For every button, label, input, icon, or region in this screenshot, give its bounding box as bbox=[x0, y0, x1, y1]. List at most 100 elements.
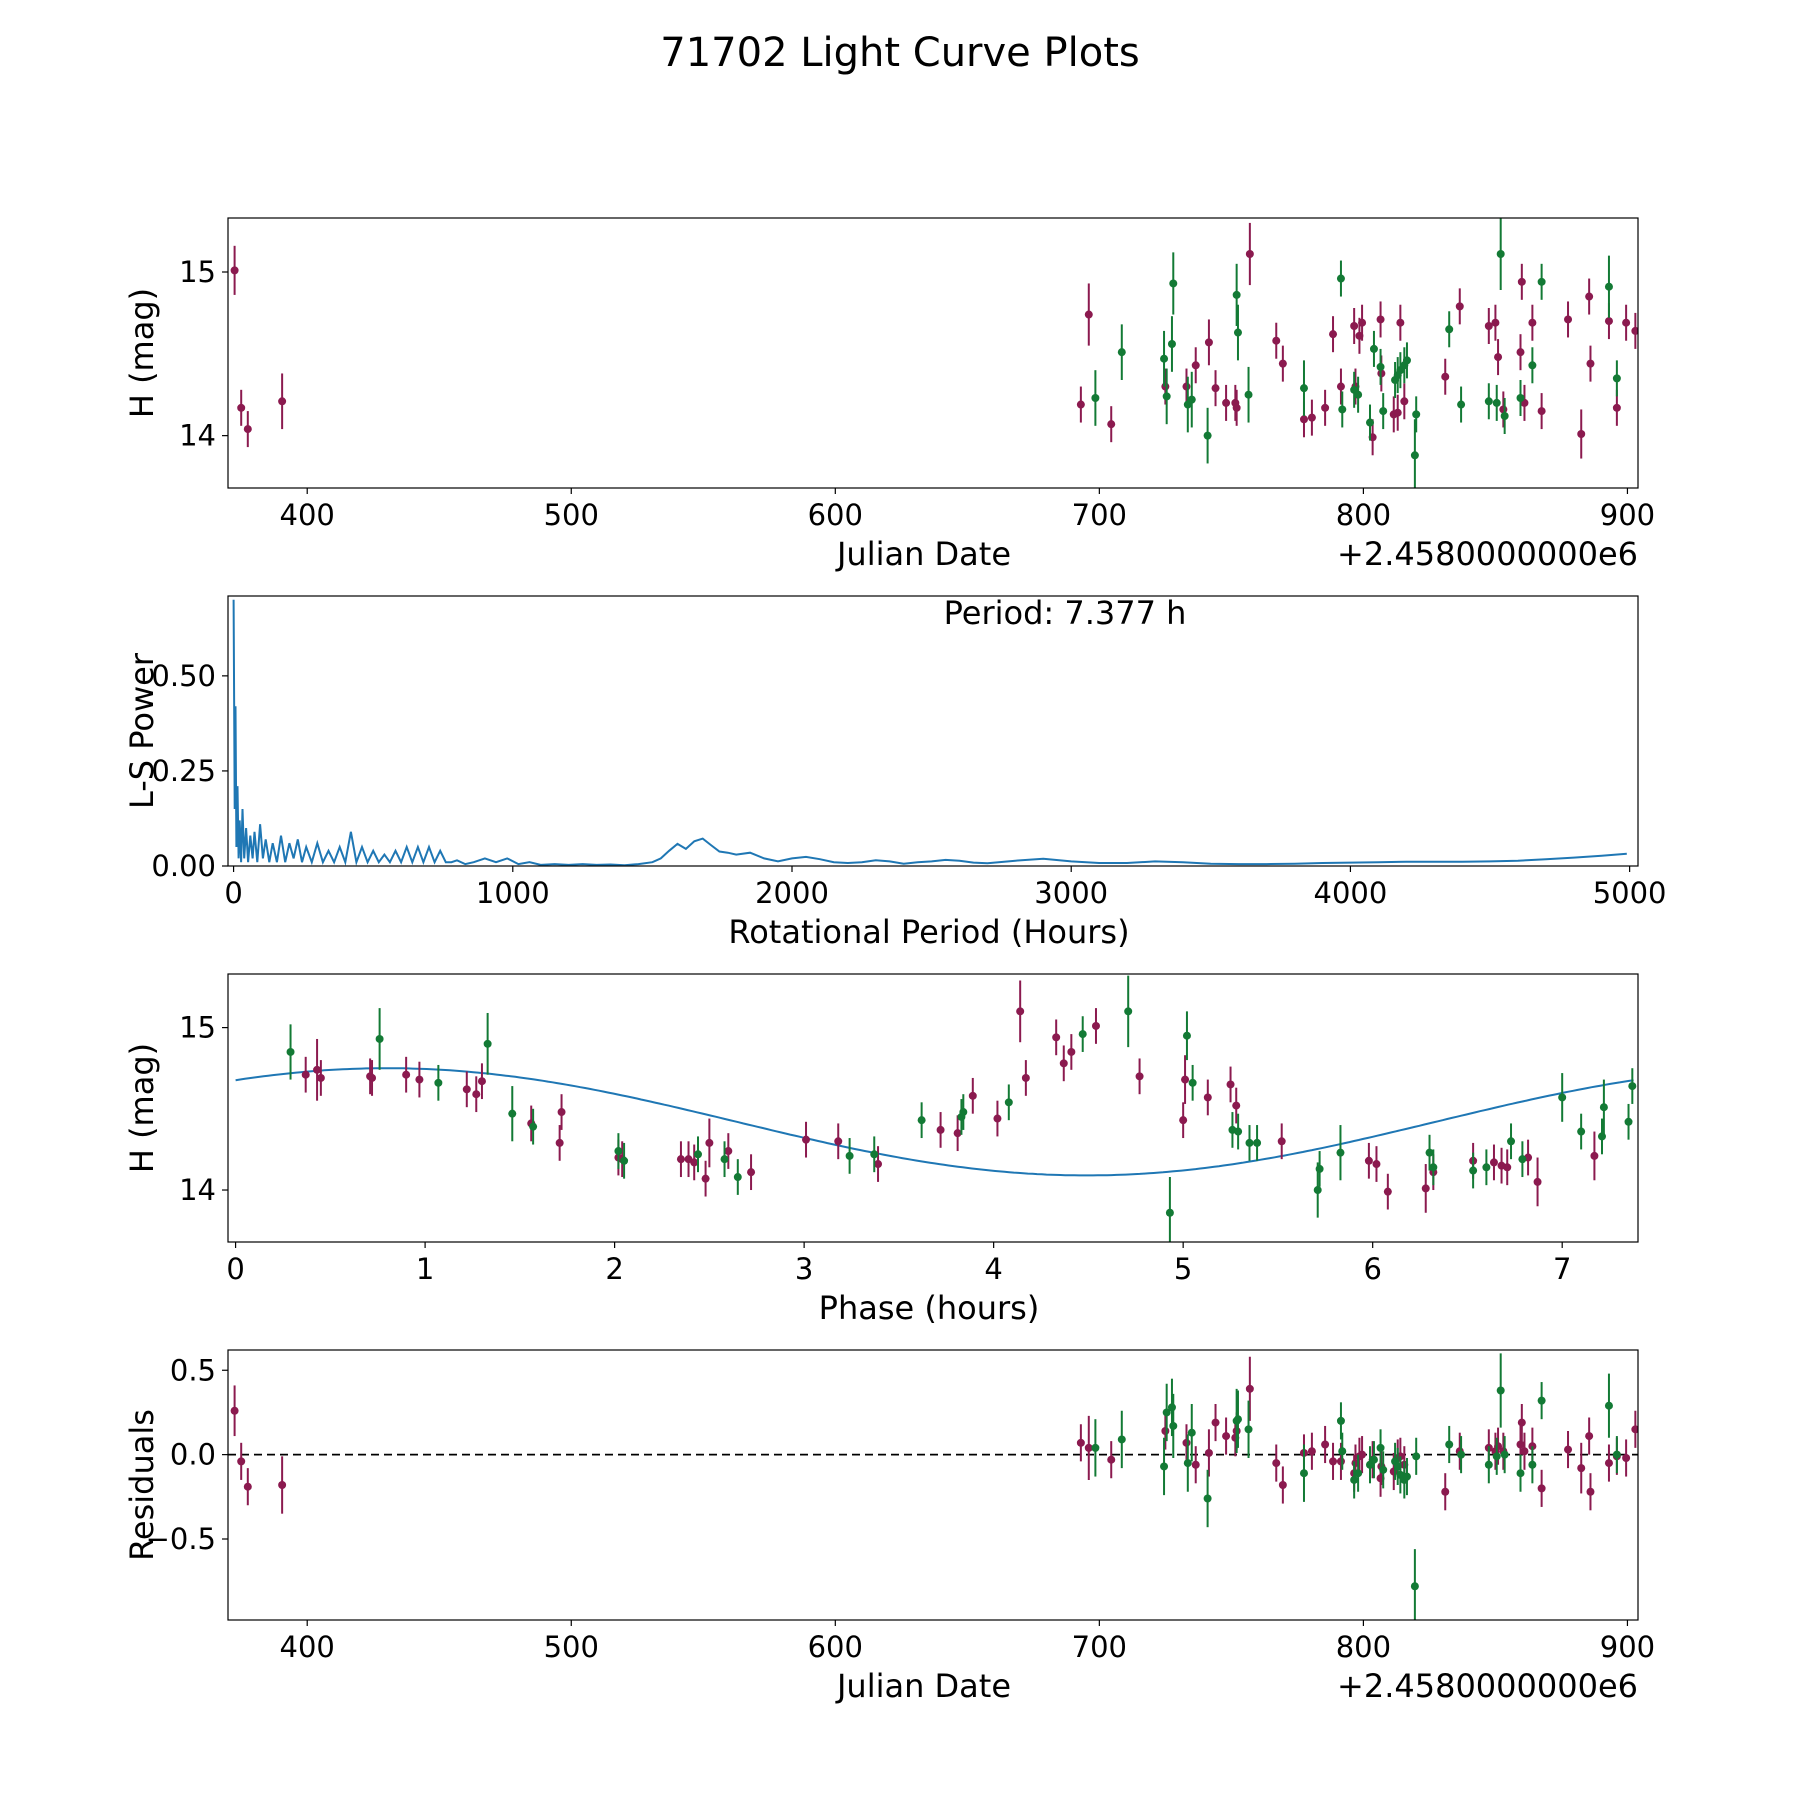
data-point bbox=[1364, 1156, 1373, 1165]
data-point bbox=[1160, 1462, 1169, 1471]
purple-series bbox=[301, 980, 1599, 1213]
data-point bbox=[620, 1156, 629, 1165]
x-tick-label: 3 bbox=[795, 1252, 813, 1286]
data-point bbox=[1078, 1030, 1087, 1039]
data-point bbox=[1338, 405, 1347, 414]
data-point bbox=[1445, 325, 1454, 334]
data-point bbox=[1604, 1401, 1613, 1410]
data-point bbox=[834, 1137, 843, 1146]
data-point bbox=[368, 1073, 377, 1082]
periodogram-panel: 0 1000 2000 3000 4000 5000 0.00 0.25 0.50 Rotatio… bbox=[123, 594, 1667, 951]
data-point bbox=[1336, 274, 1345, 283]
data-point bbox=[1564, 1445, 1573, 1454]
green-series bbox=[286, 975, 1637, 1242]
data-point bbox=[1612, 403, 1621, 412]
y-tick-label: 0.5 bbox=[170, 1353, 216, 1387]
data-point bbox=[1365, 418, 1374, 427]
data-point bbox=[1631, 1425, 1638, 1434]
power-line bbox=[232, 599, 1627, 866]
data-point bbox=[1528, 361, 1537, 370]
x-tick-label: 600 bbox=[808, 498, 863, 532]
data-point bbox=[1586, 1487, 1595, 1496]
data-point bbox=[1577, 1127, 1586, 1136]
data-point bbox=[1222, 398, 1231, 407]
data-point bbox=[313, 1065, 322, 1074]
x-tick-label: 800 bbox=[1336, 1630, 1391, 1664]
data-point bbox=[993, 1114, 1002, 1123]
data-point bbox=[1004, 1098, 1013, 1107]
data-point bbox=[1167, 340, 1176, 348]
data-point bbox=[1441, 372, 1450, 381]
data-point bbox=[1187, 1428, 1196, 1437]
data-point bbox=[1245, 250, 1254, 258]
data-point bbox=[724, 1147, 733, 1156]
residuals-panel: 400 500 600 700 800 900 −0.5 0.0 0.5 Julian Date R… bbox=[123, 1349, 1655, 1705]
data-point bbox=[1396, 318, 1405, 327]
data-point bbox=[1307, 413, 1316, 422]
data-point bbox=[690, 1158, 699, 1167]
data-point bbox=[472, 1090, 481, 1099]
data-point bbox=[1628, 1082, 1637, 1091]
data-point bbox=[870, 1150, 879, 1159]
x-tick-label: 2000 bbox=[755, 876, 829, 910]
data-point bbox=[1425, 1148, 1434, 1157]
x-axis-label: Phase (hours) bbox=[819, 1289, 1040, 1327]
purple-series bbox=[230, 1356, 1638, 1514]
data-point bbox=[1052, 1033, 1061, 1042]
data-point bbox=[1117, 348, 1126, 357]
x-tick-label: 400 bbox=[280, 1630, 335, 1664]
data-point bbox=[1484, 1460, 1493, 1469]
data-point bbox=[705, 1138, 714, 1147]
data-point bbox=[1516, 348, 1525, 357]
data-point bbox=[1182, 1438, 1191, 1447]
green-series bbox=[1091, 1353, 1621, 1620]
x-tick-label: 4000 bbox=[1314, 876, 1388, 910]
data-point bbox=[1379, 1465, 1388, 1474]
data-point bbox=[1491, 318, 1500, 327]
data-point bbox=[1278, 1481, 1287, 1489]
green-series bbox=[1091, 218, 1621, 488]
data-point bbox=[1622, 1454, 1631, 1462]
data-point bbox=[375, 1034, 384, 1043]
data-point bbox=[1537, 407, 1546, 416]
data-point bbox=[415, 1075, 424, 1084]
x-axis-label: Rotational Period (Hours) bbox=[728, 913, 1129, 951]
lightcurve-panel: 400 500 600 700 800 900 14 15 Julian Date H (mag)… bbox=[123, 217, 1655, 573]
data-point bbox=[1124, 1007, 1133, 1016]
data-point bbox=[1161, 1427, 1170, 1435]
data-point bbox=[1429, 1163, 1438, 1172]
x-tick-label: 1 bbox=[416, 1252, 434, 1286]
data-point bbox=[1179, 1116, 1188, 1125]
data-point bbox=[477, 1077, 486, 1086]
data-point bbox=[1232, 1101, 1241, 1110]
data-point bbox=[1315, 1164, 1324, 1173]
axis-ticks: 0 1 2 3 4 5 6 7 14 15 bbox=[179, 1011, 1571, 1286]
data-point bbox=[529, 1122, 538, 1131]
data-point bbox=[917, 1116, 926, 1125]
y-tick-label: 14 bbox=[179, 1173, 216, 1207]
data-point bbox=[1604, 1459, 1613, 1468]
data-point bbox=[1469, 1166, 1478, 1175]
data-point bbox=[1226, 1080, 1235, 1089]
data-point bbox=[1204, 1448, 1213, 1457]
data-point bbox=[1162, 392, 1171, 401]
data-point bbox=[1107, 420, 1116, 429]
x-tick-label: 6 bbox=[1363, 1252, 1381, 1286]
data-point bbox=[286, 1047, 295, 1056]
data-point bbox=[874, 1160, 883, 1169]
data-point bbox=[1329, 1457, 1338, 1466]
y-tick-label: 14 bbox=[179, 419, 216, 453]
data-point bbox=[1402, 1472, 1411, 1481]
data-point bbox=[1232, 403, 1241, 412]
x-offset-label: +2.4580000000e6 bbox=[1337, 1667, 1638, 1705]
data-point bbox=[1400, 397, 1409, 406]
data-point bbox=[1507, 1137, 1516, 1146]
data-point bbox=[1253, 1138, 1262, 1147]
data-point bbox=[1503, 1163, 1512, 1172]
plot-area bbox=[232, 599, 1627, 866]
data-point bbox=[1162, 1408, 1171, 1417]
data-point bbox=[1372, 1160, 1381, 1169]
data-point bbox=[1169, 279, 1178, 288]
data-point bbox=[1135, 1072, 1144, 1081]
data-point bbox=[1358, 1450, 1367, 1459]
